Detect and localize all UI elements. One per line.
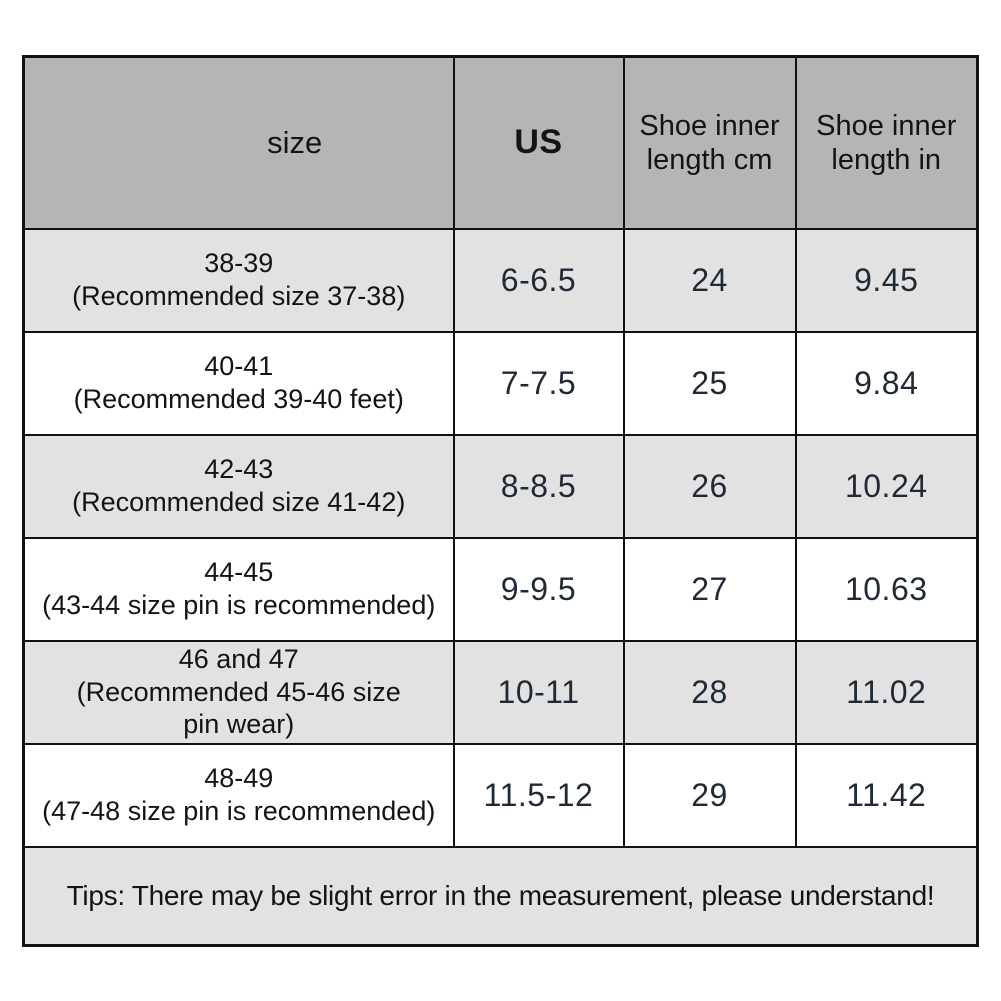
cell-size: 46 and 47 (Recommended 45-46 size pin we… bbox=[22, 639, 455, 745]
cell-us: 9-9.5 bbox=[452, 536, 625, 642]
cell-us: 6-6.5 bbox=[452, 227, 625, 333]
cell-cm: 24 bbox=[622, 227, 797, 333]
cell-cm: 29 bbox=[622, 742, 797, 848]
cell-size: 44-45 (43-44 size pin is recommended) bbox=[22, 536, 455, 642]
cell-cm: 25 bbox=[622, 330, 797, 436]
table-row: 38-39 (Recommended size 37-38) 6-6.5 24 … bbox=[22, 227, 979, 333]
cell-cm: 26 bbox=[622, 433, 797, 539]
column-header-inner-length-in: Shoe inner length in bbox=[794, 55, 979, 230]
cell-size: 42-43 (Recommended size 41-42) bbox=[22, 433, 455, 539]
size-chart-table: size US Shoe inner length cm Shoe inner … bbox=[22, 55, 979, 947]
column-header-inner-length-cm: Shoe inner length cm bbox=[622, 55, 797, 230]
table-row: 42-43 (Recommended size 41-42) 8-8.5 26 … bbox=[22, 433, 979, 539]
size-chart: size US Shoe inner length cm Shoe inner … bbox=[22, 55, 979, 947]
tips-note: Tips: There may be slight error in the m… bbox=[22, 845, 979, 947]
cell-in: 10.63 bbox=[794, 536, 979, 642]
table-row: 44-45 (43-44 size pin is recommended) 9-… bbox=[22, 536, 979, 642]
cell-in: 11.02 bbox=[794, 639, 979, 745]
cell-us: 11.5-12 bbox=[452, 742, 625, 848]
column-header-size: size bbox=[22, 55, 455, 230]
header-row: size US Shoe inner length cm Shoe inner … bbox=[22, 55, 979, 230]
cell-us: 7-7.5 bbox=[452, 330, 625, 436]
cell-in: 10.24 bbox=[794, 433, 979, 539]
cell-in: 11.42 bbox=[794, 742, 979, 848]
cell-us: 8-8.5 bbox=[452, 433, 625, 539]
table-row: 40-41 (Recommended 39-40 feet) 7-7.5 25 … bbox=[22, 330, 979, 436]
table-row: 48-49 (47-48 size pin is recommended) 11… bbox=[22, 742, 979, 848]
cell-size: 38-39 (Recommended size 37-38) bbox=[22, 227, 455, 333]
cell-in: 9.45 bbox=[794, 227, 979, 333]
cell-us: 10-11 bbox=[452, 639, 625, 745]
cell-cm: 27 bbox=[622, 536, 797, 642]
tips-row: Tips: There may be slight error in the m… bbox=[22, 845, 979, 947]
cell-size: 48-49 (47-48 size pin is recommended) bbox=[22, 742, 455, 848]
table-row: 46 and 47 (Recommended 45-46 size pin we… bbox=[22, 639, 979, 745]
cell-cm: 28 bbox=[622, 639, 797, 745]
column-header-us: US bbox=[452, 55, 625, 230]
cell-size: 40-41 (Recommended 39-40 feet) bbox=[22, 330, 455, 436]
cell-in: 9.84 bbox=[794, 330, 979, 436]
